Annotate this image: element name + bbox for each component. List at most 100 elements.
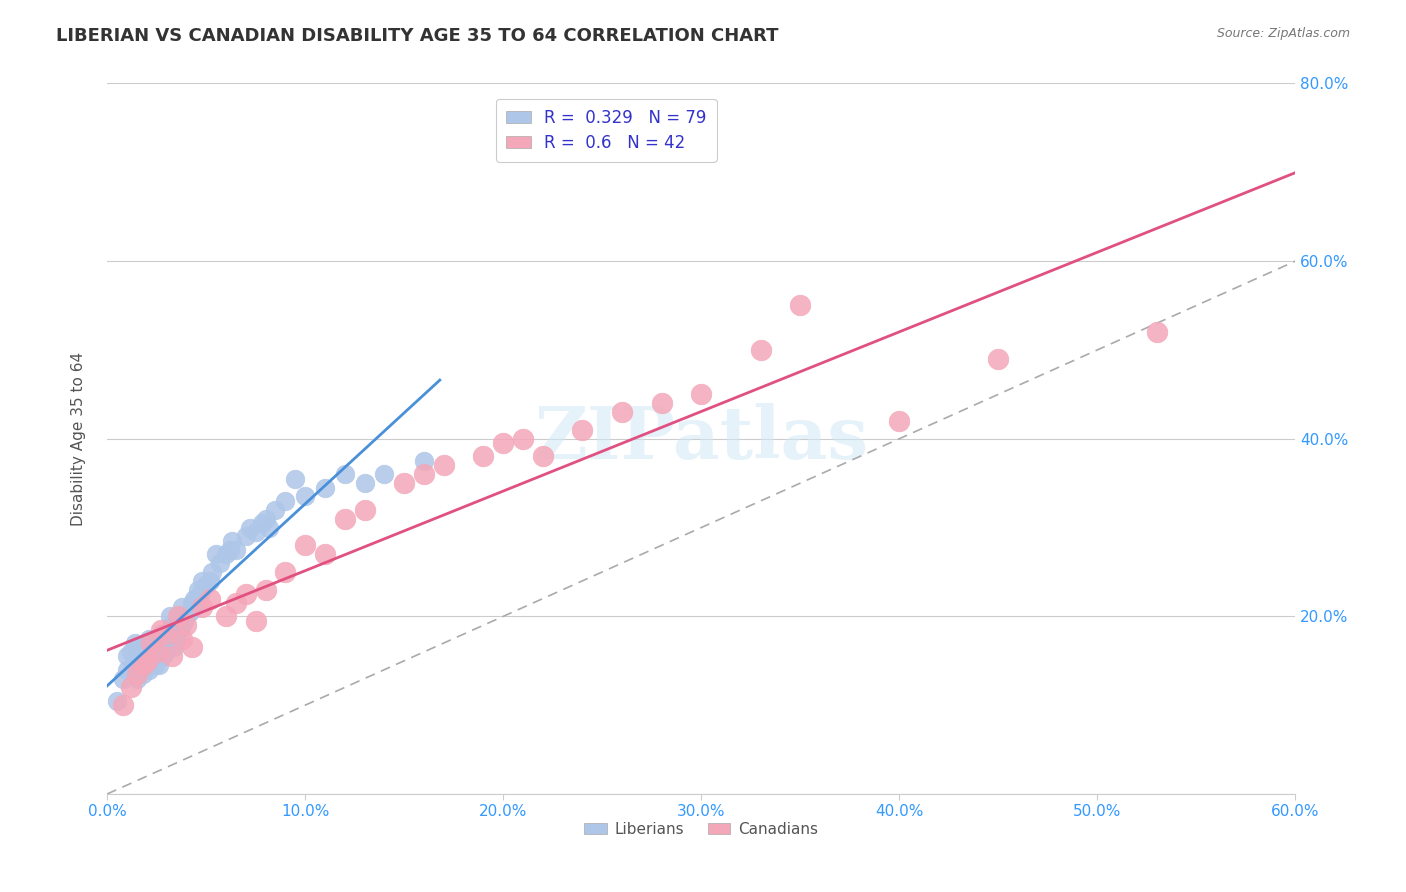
Point: [314, 547, 336, 561]
Point: [124, 636, 146, 650]
Point: [145, 645, 167, 659]
Point: [433, 458, 456, 473]
Point: [155, 627, 177, 641]
Point: [172, 632, 194, 646]
Point: [165, 632, 187, 646]
Point: [145, 645, 167, 659]
Point: [690, 387, 713, 401]
Point: [294, 490, 316, 504]
Point: [148, 636, 170, 650]
Point: [198, 574, 221, 588]
Point: [413, 467, 436, 482]
Point: [125, 667, 148, 681]
Text: LIBERIAN VS CANADIAN DISABILITY AGE 35 TO 64 CORRELATION CHART: LIBERIAN VS CANADIAN DISABILITY AGE 35 T…: [56, 27, 779, 45]
Point: [492, 436, 515, 450]
Point: [610, 405, 633, 419]
Point: [135, 645, 157, 659]
Point: [132, 640, 155, 655]
Point: [142, 649, 165, 664]
Point: [274, 565, 297, 579]
Point: [169, 623, 191, 637]
Point: [121, 658, 143, 673]
Point: [333, 511, 356, 525]
Point: [333, 467, 356, 482]
Y-axis label: Disability Age 35 to 64: Disability Age 35 to 64: [72, 351, 86, 525]
Point: [789, 298, 811, 312]
Point: [198, 591, 221, 606]
Point: [125, 640, 148, 655]
Point: [142, 640, 165, 655]
Point: [152, 632, 174, 646]
Point: [181, 640, 204, 655]
Point: [235, 587, 257, 601]
Point: [132, 658, 155, 673]
Point: [205, 547, 228, 561]
Point: [188, 587, 211, 601]
Point: [186, 596, 208, 610]
Point: [191, 600, 214, 615]
Point: [250, 516, 273, 530]
Point: [162, 618, 184, 632]
Point: [167, 614, 190, 628]
Point: [159, 609, 181, 624]
Point: [163, 640, 186, 655]
Point: [221, 533, 243, 548]
Legend: Liberians, Canadians: Liberians, Canadians: [578, 816, 824, 843]
Point: [889, 414, 911, 428]
Point: [353, 503, 375, 517]
Point: [162, 623, 184, 637]
Point: [176, 618, 198, 632]
Point: [208, 556, 231, 570]
Point: [149, 623, 172, 637]
Point: [139, 645, 162, 659]
Point: [201, 565, 224, 579]
Point: [254, 582, 277, 597]
Point: [1146, 325, 1168, 339]
Point: [284, 472, 307, 486]
Point: [173, 614, 195, 628]
Point: [187, 582, 209, 597]
Point: [115, 663, 138, 677]
Point: [129, 649, 152, 664]
Point: [125, 672, 148, 686]
Point: [195, 578, 218, 592]
Point: [235, 529, 257, 543]
Text: ZIPatlas: ZIPatlas: [534, 403, 869, 475]
Point: [254, 511, 277, 525]
Point: [172, 600, 194, 615]
Point: [157, 636, 180, 650]
Point: [191, 574, 214, 588]
Point: [172, 618, 194, 632]
Point: [139, 636, 162, 650]
Point: [162, 649, 184, 664]
Point: [120, 681, 142, 695]
Point: [373, 467, 395, 482]
Point: [531, 450, 554, 464]
Point: [215, 547, 238, 561]
Point: [218, 542, 240, 557]
Point: [571, 423, 593, 437]
Point: [413, 454, 436, 468]
Point: [145, 649, 167, 664]
Point: [132, 667, 155, 681]
Point: [148, 658, 170, 673]
Point: [155, 640, 177, 655]
Point: [143, 658, 166, 673]
Point: [176, 609, 198, 624]
Point: [138, 632, 160, 646]
Point: [155, 627, 177, 641]
Point: [274, 494, 297, 508]
Point: [749, 343, 772, 357]
Point: [169, 609, 191, 624]
Point: [245, 524, 267, 539]
Point: [183, 591, 205, 606]
Point: [134, 636, 156, 650]
Point: [353, 476, 375, 491]
Point: [152, 649, 174, 664]
Point: [105, 694, 128, 708]
Point: [149, 627, 172, 641]
Point: [128, 658, 150, 673]
Point: [143, 632, 166, 646]
Point: [651, 396, 673, 410]
Point: [225, 542, 247, 557]
